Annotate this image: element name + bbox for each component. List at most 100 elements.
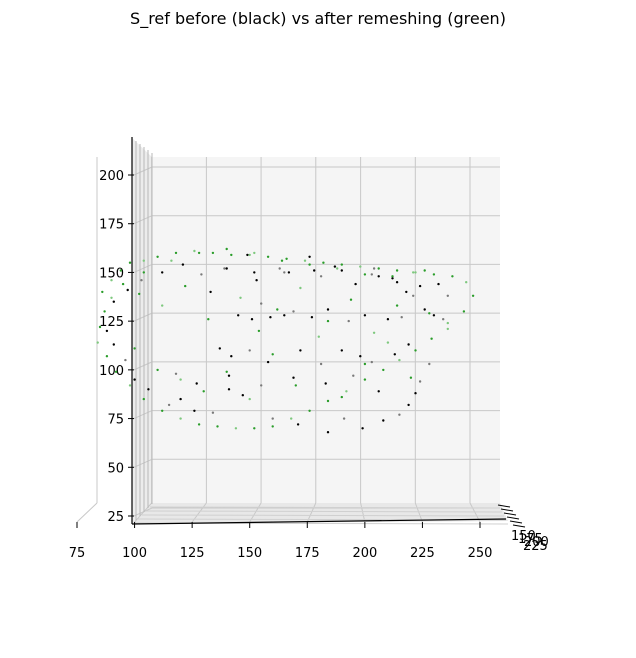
x-tick-label: 225 [410,546,435,561]
before-point [377,390,380,393]
after-point [446,321,449,325]
after-point [336,267,339,270]
after-point [280,259,284,262]
before-point [292,310,295,313]
before-point [412,294,415,297]
before-point [313,269,316,272]
after-point [248,253,251,257]
after-point [179,417,182,420]
before-point [446,294,449,297]
before-point [250,318,254,321]
before-point [414,392,417,395]
after-point [303,259,307,262]
after-point [253,251,256,255]
after-point [216,425,219,428]
before-point [112,300,116,303]
after-point [96,341,99,344]
after-point [382,368,385,372]
before-point [133,378,136,381]
after-point [174,251,178,255]
before-point [209,290,212,294]
after-point [349,298,353,301]
after-point [398,358,401,362]
back-pane [152,157,500,503]
before-point [112,343,116,346]
after-point [340,263,343,266]
after-point [294,384,297,387]
after-point [197,423,201,426]
after-point [197,251,201,255]
after-point [161,304,164,307]
before-point [418,380,422,383]
chart-title: S_ref before (black) vs after remeshing … [130,9,506,29]
before-point [437,282,440,286]
x-grid-line-floor [414,502,423,523]
after-point [308,263,311,266]
z-tick-label: 100 [99,364,124,379]
after-point [317,335,320,338]
z-tick-label: 50 [107,461,124,476]
x-tick-label: 100 [122,546,147,561]
after-point [170,259,173,262]
after-point [340,395,343,399]
depth-tick-label: 175 [518,532,543,547]
before-point [218,347,221,350]
before-point [161,271,164,274]
left-pane [132,138,152,524]
before-point [241,394,244,397]
before-point [370,360,373,364]
x-tick-label: 75 [69,546,86,561]
before-point [442,318,445,321]
after-point [285,257,288,260]
after-point [156,255,159,258]
after-point [359,265,362,268]
before-point [179,397,182,401]
before-point [372,267,376,270]
after-point [257,329,261,333]
before-point [359,355,362,358]
after-point [430,337,433,340]
before-point [340,349,343,352]
floor-depth-line [145,510,503,513]
before-point [225,267,228,270]
after-point [363,273,367,276]
before-point [324,382,327,385]
before-point [140,279,143,282]
after-point [103,310,106,313]
before-point [432,314,436,317]
depth-tick-label: 200 [524,535,549,550]
before-point [287,271,291,274]
before-point [382,419,385,422]
after-point [211,251,215,255]
z-grid-line-left [133,166,153,176]
before-point [271,417,274,420]
after-point [119,269,123,272]
after-point [142,271,145,274]
x-tick-label: 125 [180,546,205,561]
after-point [266,255,270,258]
before-point [278,267,281,270]
before-point [407,403,410,407]
before-point [147,388,150,391]
after-point [308,409,311,412]
depth-tick-mark [500,508,514,512]
x-tick-label: 175 [295,546,320,561]
floor-pane [132,503,508,524]
after-point [121,282,125,286]
floor-depth-line [149,506,501,509]
before-point [237,314,240,317]
after-point [98,325,102,329]
after-point [128,261,132,264]
before-point [310,316,314,319]
z-tick-label: 200 [99,169,124,184]
after-point [414,271,417,274]
x-tick-label: 200 [352,546,377,561]
after-point [391,275,394,278]
after-point [133,347,136,350]
before-point [326,431,330,434]
before-point [223,267,226,270]
before-point [428,362,431,366]
before-point [260,302,263,305]
